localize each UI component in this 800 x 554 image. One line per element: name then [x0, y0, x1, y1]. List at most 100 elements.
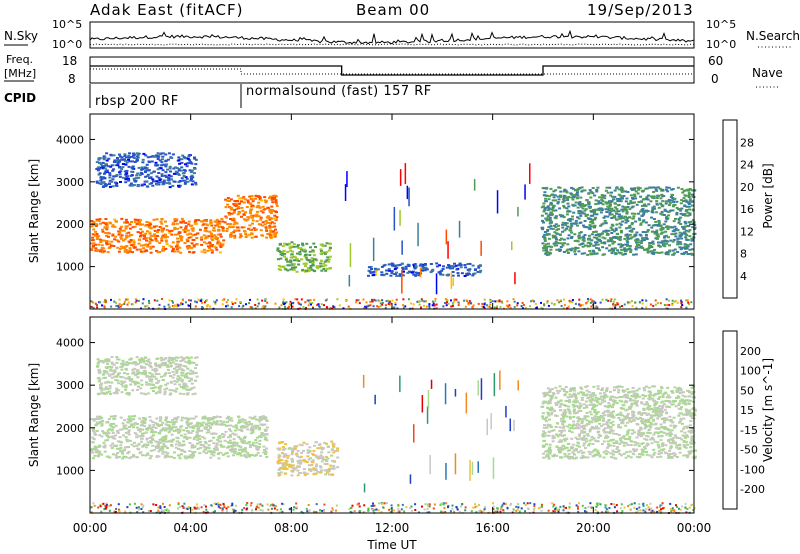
echo-cell: [394, 303, 397, 306]
echo-cell: [117, 230, 121, 233]
echo-cell: [233, 444, 237, 447]
echo-cell: [208, 241, 212, 244]
echo-cell: [178, 383, 182, 386]
echo-cell: [219, 235, 223, 238]
echo-cell: [233, 452, 236, 454]
echo-cell: [638, 187, 642, 190]
echo-cell: [142, 392, 146, 395]
echo-cell: [619, 200, 623, 203]
echo-cell: [194, 300, 197, 303]
echo-cell: [221, 227, 225, 229]
echo-cell: [593, 212, 597, 215]
echo-cell: [245, 303, 247, 306]
echo-cell: [107, 235, 110, 238]
frequency-trace: [90, 65, 694, 76]
echo-cell: [137, 435, 141, 438]
echo-cell: [238, 420, 242, 423]
echo-cell: [332, 464, 336, 467]
echo-cell: [165, 182, 169, 185]
echo-cell: [310, 268, 314, 271]
echo-cell: [568, 415, 572, 418]
echo-cell: [471, 306, 474, 309]
echo-cell: [576, 247, 580, 250]
echo-cell: [676, 301, 679, 304]
echo-cell: [135, 444, 139, 447]
echo-cell: [146, 243, 150, 246]
echo-cell: [593, 300, 596, 303]
echo-cell: [136, 363, 140, 366]
echo-cell: [238, 211, 241, 214]
echo-cell: [393, 264, 397, 267]
echo-cell: [108, 456, 112, 459]
echo-cell: [139, 392, 143, 395]
echo-cell: [245, 234, 249, 237]
echo-cell: [176, 237, 180, 240]
echo-cell: [644, 231, 648, 234]
echo-cell: [211, 239, 215, 242]
echo-cell: [265, 439, 269, 442]
echo-cell: [654, 231, 658, 234]
echo-cell: [588, 226, 592, 229]
echo-cell: [125, 169, 129, 172]
echo-cell: [128, 417, 132, 420]
cbar-frame: [722, 119, 738, 299]
echo-cell: [563, 304, 566, 306]
echo-cell: [688, 208, 691, 211]
echo-cell: [546, 301, 549, 304]
echo-cell: [595, 190, 599, 193]
echo-cell: [247, 216, 251, 219]
echo-cell: [311, 259, 315, 262]
echo-cell: [126, 250, 130, 253]
echo-cell: [175, 218, 179, 221]
echo-cell: [261, 211, 265, 214]
ytick-label: 1000: [56, 261, 84, 274]
echo-cell: [102, 166, 106, 169]
echo-cell: [292, 245, 296, 248]
echo-cell: [133, 218, 137, 221]
echo-cell: [128, 249, 132, 252]
echo-cell: [288, 264, 292, 267]
echo-cell: [396, 264, 400, 267]
echo-cell: [545, 251, 549, 253]
echo-cell: [164, 434, 168, 437]
echo-cell: [261, 306, 264, 309]
echo-cell: [254, 195, 258, 198]
echo-cell: [612, 198, 615, 201]
echo-cell: [238, 448, 241, 451]
echo-cell: [257, 223, 261, 226]
echo-cell: [185, 177, 189, 180]
echo-cell: [648, 244, 651, 247]
echo-cell: [610, 237, 614, 240]
echo-cell: [164, 383, 168, 386]
echo-cell: [240, 438, 244, 441]
echo-cell: [656, 186, 660, 189]
echo-cell: [690, 248, 694, 251]
echo-cell: [104, 218, 108, 220]
echo-cell: [626, 248, 630, 251]
echo-cell: [101, 430, 105, 433]
echo-cell: [283, 252, 287, 255]
echo-cell: [249, 203, 253, 205]
echo-cell: [235, 229, 239, 232]
echo-cell: [102, 431, 106, 434]
echo-cell: [145, 383, 149, 386]
echo-cell: [441, 273, 445, 276]
echo-cell: [206, 245, 210, 248]
echo-cell: [142, 417, 146, 420]
echo-cell: [188, 436, 192, 439]
echo-cell: [637, 201, 641, 203]
echo-cell: [208, 223, 212, 225]
echo-cell: [226, 197, 230, 199]
echo-cell: [217, 457, 221, 460]
echo-cell: [562, 190, 566, 193]
echo-cell: [573, 307, 576, 310]
echo-cell: [98, 360, 102, 363]
echo-cell: [189, 361, 193, 364]
echo-cell: [569, 227, 573, 229]
echo-cell: [131, 226, 135, 229]
echo-cell: [234, 424, 238, 427]
echo-cell: [614, 210, 618, 213]
echo-cell: [250, 195, 254, 198]
echo-cell: [593, 194, 597, 197]
echo-cell: [100, 417, 104, 420]
